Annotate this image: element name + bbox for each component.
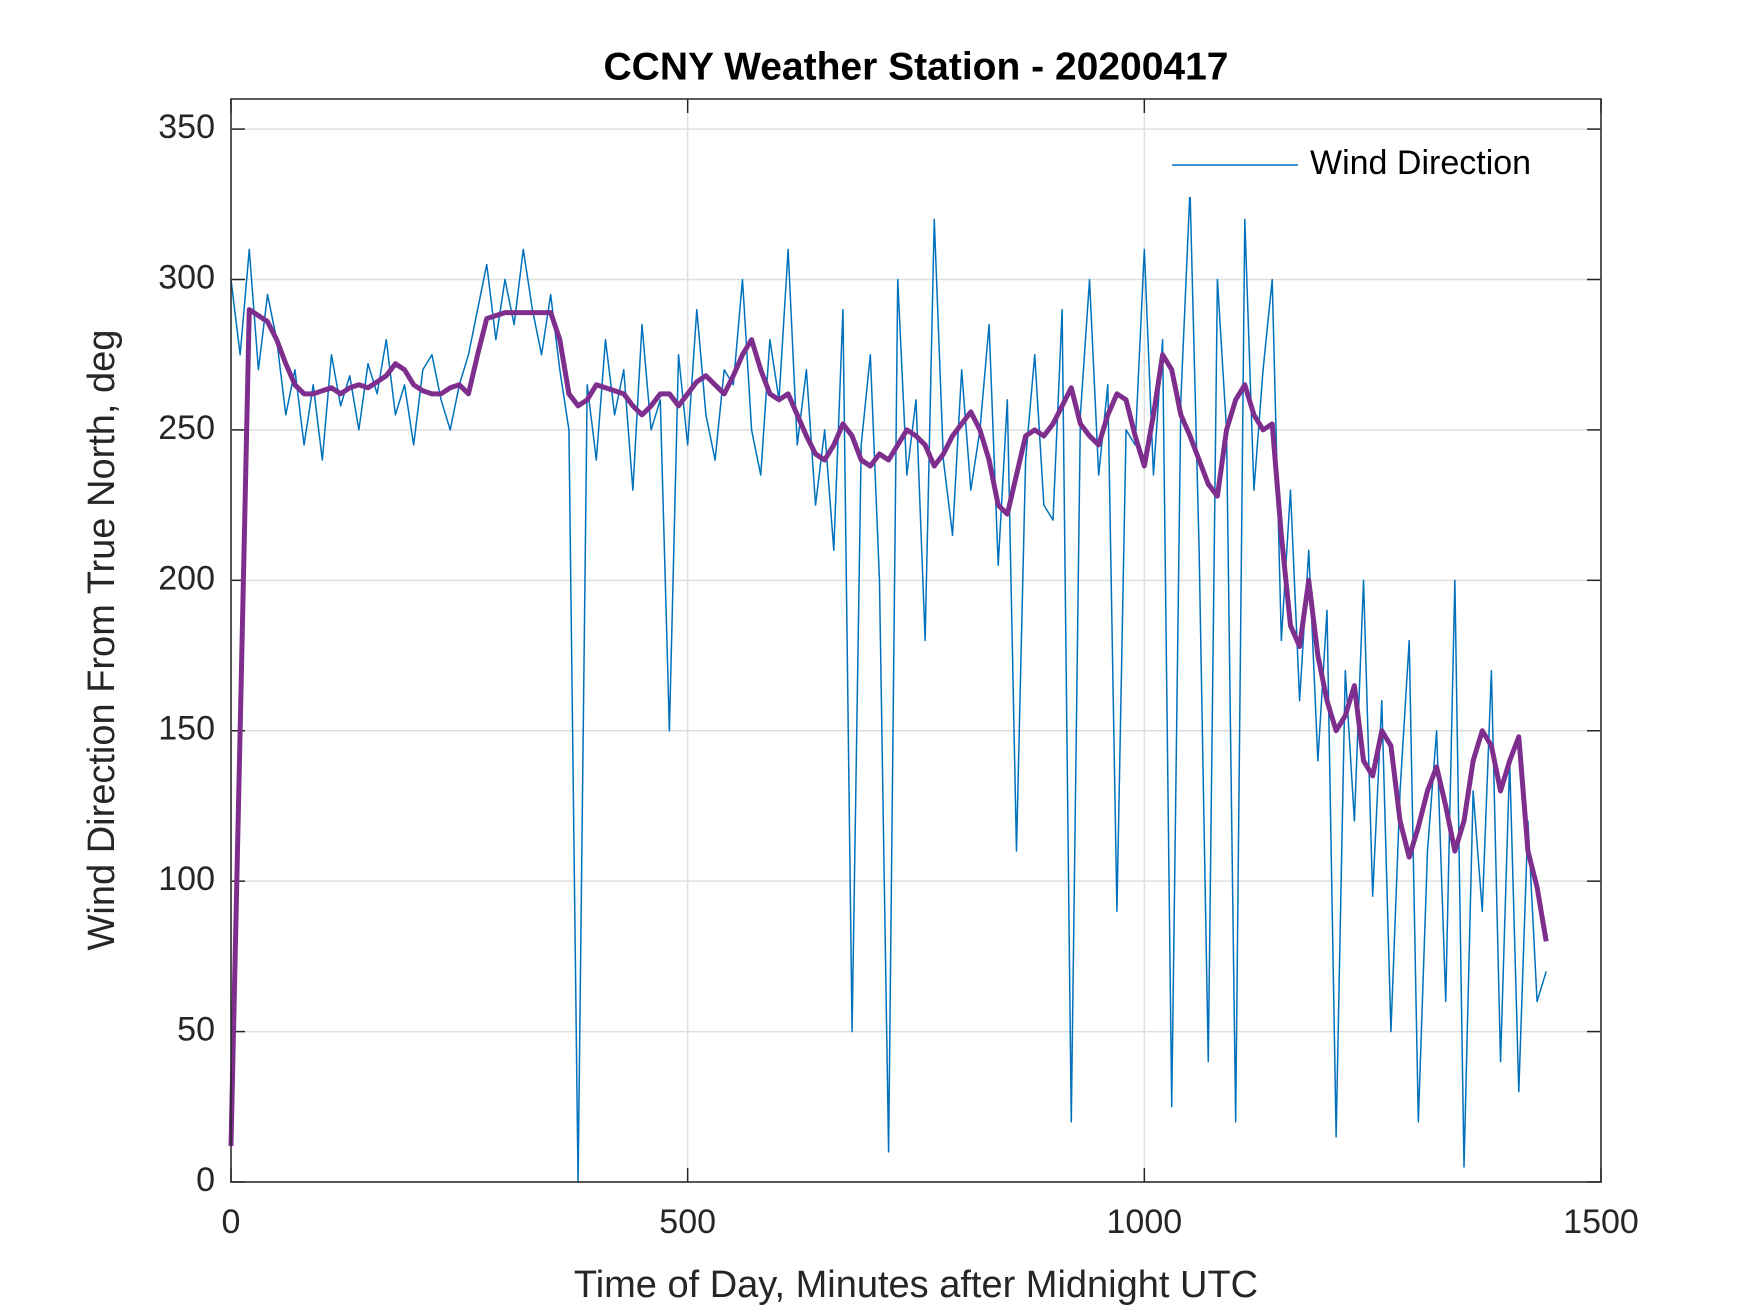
x-tick-label: 0 (222, 1203, 241, 1241)
x-axis-label: Time of Day, Minutes after Midnight UTC (574, 1264, 1258, 1306)
data-line (230, 188, 1547, 1183)
y-axis-label: Wind Direction From True North, deg (81, 330, 123, 951)
y-tick-label: 350 (158, 108, 215, 146)
chart-title: CCNY Weather Station - 20200417 (604, 45, 1229, 88)
axes-box (230, 98, 1602, 1183)
y-tick-label: 200 (158, 559, 215, 597)
y-tick-label: 0 (196, 1161, 215, 1199)
x-tick-label: 500 (659, 1203, 716, 1241)
y-tick-label: 300 (158, 258, 215, 296)
data-line (228, 307, 1549, 1146)
y-tick-label: 100 (158, 860, 215, 898)
x-tick-label: 1500 (1563, 1203, 1639, 1241)
y-tick-label: 150 (158, 710, 215, 748)
y-tick-label: 50 (177, 1011, 215, 1049)
y-tick-label: 250 (158, 409, 215, 447)
plot-area (231, 99, 1601, 1182)
x-tick-label: 1000 (1107, 1203, 1183, 1241)
legend-label: Wind Direction (1310, 144, 1531, 182)
